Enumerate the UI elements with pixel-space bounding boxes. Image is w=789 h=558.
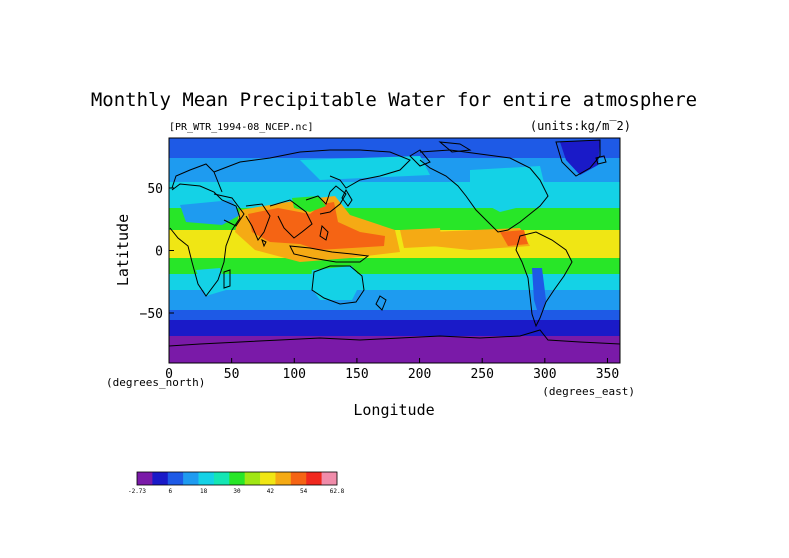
colorbar-swatch: [152, 472, 169, 485]
colorbar-label: 6: [169, 488, 173, 495]
y-tick-label: −50: [140, 307, 163, 322]
x-tick-label: 350: [596, 367, 619, 382]
colorbar-label: 30: [233, 488, 241, 495]
band-south-sub: [169, 258, 620, 274]
colorbar-swatch: [260, 472, 276, 485]
x-axis-label: Longitude: [353, 401, 434, 419]
colorbar-label: -2.73: [128, 488, 146, 495]
carribean-warm: [500, 230, 528, 246]
coast-india: [245, 203, 271, 241]
colorbar: [136, 471, 338, 486]
north-america-dry: [470, 166, 548, 212]
colorbar-swatch: [321, 472, 338, 485]
australia-dry: [310, 266, 362, 300]
y-tick-label: 50: [147, 182, 163, 197]
coast-iceland: [595, 155, 607, 165]
x-tick-label: 100: [283, 367, 306, 382]
coast-new-zealand: [375, 295, 387, 311]
coast-europe: [171, 163, 223, 193]
colorbar-swatch: [229, 472, 245, 485]
siberia-band: [300, 156, 430, 180]
coast-philippines: [319, 224, 329, 241]
x-tick-label: 0: [165, 367, 173, 382]
colorbar-swatch: [275, 472, 292, 485]
band-antarctic-coast: [169, 320, 620, 336]
chart-title: Monthly Mean Precipitable Water for enti…: [91, 89, 697, 111]
band-south-high: [169, 290, 620, 310]
greenland-dry: [560, 140, 600, 175]
coast-north-america: [419, 149, 549, 233]
y-units-label: (degrees_north): [106, 376, 205, 389]
coast-south-america: [515, 231, 573, 328]
south-africa-dry: [196, 268, 226, 296]
y-axis-label: Latitude: [114, 214, 132, 286]
colorbar-swatch: [306, 472, 322, 485]
x-tick-label: 150: [345, 367, 368, 382]
coast-asia-north: [213, 149, 411, 189]
coast-africa: [169, 183, 241, 297]
coast-greenland: [555, 139, 601, 177]
coast-indonesia: [289, 245, 370, 263]
coast-arabia: [213, 193, 245, 227]
coast-arctic-islands: [438, 141, 472, 153]
andes-dry: [532, 268, 546, 320]
colorbar-label: 42: [267, 488, 275, 495]
precipitable-water-map: [169, 138, 620, 363]
sahara-dry: [180, 200, 240, 225]
x-tick-label: 200: [408, 367, 431, 382]
coast-antarctica: [169, 329, 620, 347]
colorbar-label: 54: [300, 488, 308, 495]
asia-monsoon-core: [248, 202, 385, 250]
coast-sri-lanka: [261, 239, 267, 248]
colorbar-label: 62.8: [330, 488, 345, 495]
coast-se-asia: [269, 199, 313, 239]
y-axis: 50 0 −50: [140, 182, 174, 322]
file-label: [PR_WTR_1994-08_NCEP.nc]: [169, 122, 314, 133]
coast-madagascar: [223, 269, 231, 289]
colorbar-swatch: [167, 472, 184, 485]
band-southern-ocean: [169, 310, 620, 320]
coast-australia: [311, 265, 365, 305]
colorbar-swatch: [198, 472, 215, 485]
colorbar-frame: [136, 471, 338, 486]
colorbar-swatch: [137, 472, 153, 485]
colorbar-swatch: [213, 472, 230, 485]
colorbar-swatch: [183, 472, 199, 485]
band-south-mid: [169, 274, 620, 290]
x-axis: 0 50 100 150 200 250 300 350: [165, 358, 619, 382]
x-units-label: (degrees_east): [542, 385, 635, 398]
colorbar-labels: -2.73 6 18 30 42 54 62.8: [128, 488, 345, 495]
coast-china: [305, 185, 347, 215]
x-tick-label: 50: [224, 367, 240, 382]
colorbar-swatch: [244, 472, 261, 485]
coastlines: [169, 139, 620, 347]
west-pacific-warm: [400, 228, 442, 248]
colorbar-swatch: [290, 472, 307, 485]
band-arctic: [169, 138, 620, 158]
coast-japan: [341, 188, 353, 207]
y-tick-label: 0: [155, 245, 163, 260]
x-tick-label: 300: [533, 367, 556, 382]
colorbar-label: 18: [200, 488, 208, 495]
x-tick-label: 250: [470, 367, 493, 382]
coast-alaska: [409, 149, 431, 167]
units-label: (units:kg/m‾2): [530, 119, 631, 133]
